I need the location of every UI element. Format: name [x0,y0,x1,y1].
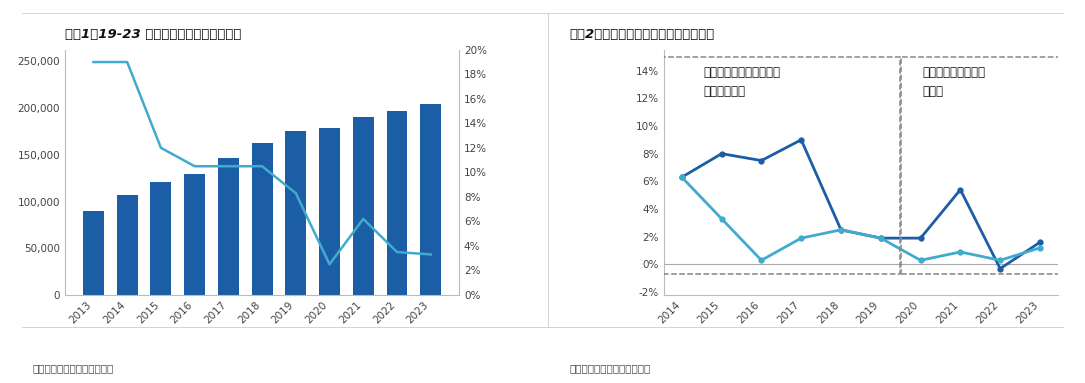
Bar [319,128,340,295]
Bar [218,158,239,295]
Bar [353,118,373,295]
Bar [252,143,272,295]
Bar [151,182,171,295]
Bar [663,57,899,274]
Text: 行业从１元水向２元水升
级，量价齐升: 行业从１元水向２元水升 级，量价齐升 [704,66,781,98]
Bar [386,111,408,295]
Bar [117,195,138,295]
Text: 来源：欧睷，国金证券研究所: 来源：欧睷，国金证券研究所 [570,363,651,373]
Bar [184,173,205,295]
Bar [285,131,306,295]
Text: 图袅1：19-23 年我国包装水行业持续增长: 图袅1：19-23 年我国包装水行业持续增长 [65,28,242,41]
Text: 大包水占比提升，价
增放缓: 大包水占比提升，价 增放缓 [922,66,985,98]
Bar [902,57,1059,274]
Text: 来源：欧睷，国金证券研究所: 来源：欧睷，国金证券研究所 [33,363,114,373]
Text: 图袅2：我国包装水市场主要由量增驱动: 图袅2：我国包装水市场主要由量增驱动 [570,28,715,41]
Legend: 瓶装水销售额（百万元）, yoy: 瓶装水销售额（百万元）, yoy [175,381,349,383]
Bar [420,105,442,295]
Legend: 销量YOY, 单价YOY: 销量YOY, 单价YOY [786,381,936,383]
Bar [84,211,104,295]
